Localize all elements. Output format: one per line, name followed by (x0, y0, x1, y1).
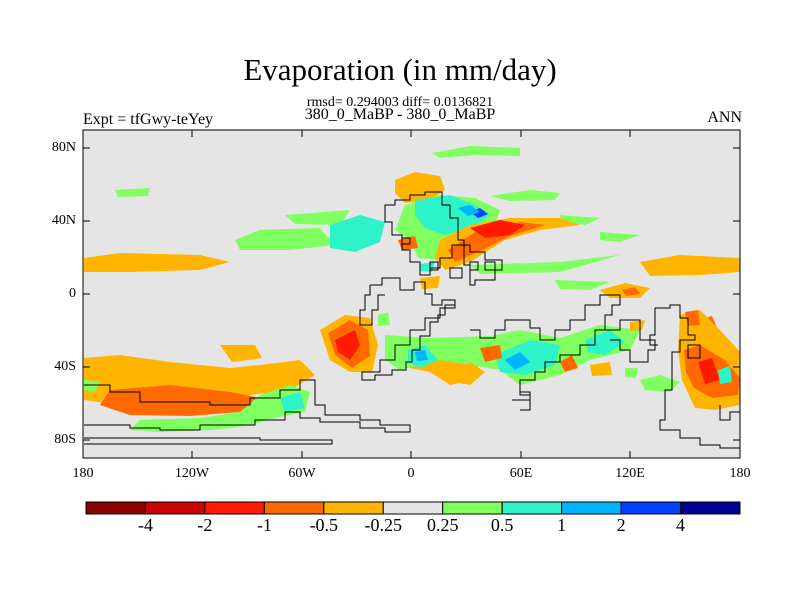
coastline (84, 437, 333, 445)
colorbar-tick-label: 4 (676, 515, 686, 535)
dark-orange-region (398, 236, 418, 250)
coastline (605, 319, 656, 363)
cyan-region (718, 366, 732, 384)
cyan-region (280, 392, 305, 412)
dark-orange-region (480, 345, 502, 362)
red-region (335, 330, 360, 360)
longitude-ticks (191, 130, 631, 458)
light-blue-region (415, 350, 428, 361)
lon-label-60w: 60W (288, 466, 316, 481)
orange-region (455, 362, 485, 385)
green-region (432, 146, 520, 158)
green-region (490, 190, 560, 201)
lon-label-60e: 60E (509, 466, 533, 481)
green-region (115, 188, 150, 197)
orange-region (84, 253, 230, 272)
colorbar-swatch (382, 501, 444, 515)
colorbar-tick-label: -2 (197, 515, 213, 535)
lat-label-40s: 40S (54, 359, 76, 374)
orange-region (640, 255, 740, 276)
green-region (378, 312, 390, 326)
coastline (84, 379, 411, 433)
coastline (470, 319, 515, 339)
colorbar-tick-label: -0.25 (364, 515, 403, 535)
colorbar-tick-label: 0.25 (426, 515, 459, 535)
coastline (384, 191, 503, 286)
map-title: Evaporation (in mm/day) (243, 52, 557, 87)
colorbar-tick-label: -1 (256, 515, 272, 535)
coastline (687, 344, 701, 359)
case-pair-label: 380_0_MaBP - 380_0_MaBP (304, 106, 496, 123)
green-region (625, 368, 638, 378)
light-blue-region (505, 352, 530, 370)
colorbar-swatch (85, 501, 146, 515)
colorbar-tick-label: 1 (557, 515, 567, 535)
lat-label-80n: 80N (51, 140, 76, 155)
colorbar (85, 501, 741, 515)
lat-label-40n: 40N (51, 213, 76, 228)
dark-orange-region (685, 310, 700, 326)
coastline (429, 261, 439, 271)
colorbar-swatch (620, 501, 682, 515)
green-region (470, 255, 620, 274)
coastline (719, 405, 740, 421)
red-region (698, 358, 720, 384)
lat-label-0: 0 (69, 286, 76, 301)
evaporation-field (84, 146, 740, 432)
coastlines (84, 191, 740, 449)
colorbar-tick-label: 0.5 (490, 515, 514, 535)
light-blue-region (458, 205, 480, 216)
experiment-label: Expt = tfGwy-teYey (83, 111, 214, 128)
colorbar-tick-label: -4 (137, 515, 153, 535)
lon-label-180w: 180 (72, 466, 94, 481)
colorbar-tick-label: -0.5 (309, 515, 339, 535)
coastline (401, 237, 411, 245)
colorbar-swatch (680, 501, 741, 515)
lon-label-180e: 180 (729, 466, 751, 481)
colorbar-swatch (561, 501, 622, 515)
orange-region (630, 320, 645, 331)
red-region (470, 220, 525, 238)
coastline (519, 382, 531, 411)
green-region (235, 228, 335, 250)
orange-region (435, 218, 580, 270)
coastline (449, 267, 463, 279)
dark-orange-region (622, 287, 640, 296)
lat-label-80s: 80S (54, 432, 76, 447)
stats-line: rmsd= 0.294003 diff= 0.0136821 (306, 95, 494, 110)
coastline (469, 261, 479, 271)
colorbar-swatch (144, 501, 206, 515)
orange-region (220, 345, 262, 362)
colorbar-tick-label: 2 (616, 515, 626, 535)
coastline (512, 294, 621, 401)
colorbar-swatch (442, 501, 503, 515)
coastline (649, 308, 658, 346)
lon-label-120e: 120E (615, 466, 645, 481)
green-region (555, 280, 610, 290)
colorbar-swatch (323, 501, 384, 515)
green-region (600, 232, 640, 242)
colorbar-swatch (263, 501, 325, 515)
latitude-ticks (83, 147, 740, 441)
green-region (640, 375, 680, 392)
green-region (84, 380, 100, 392)
orange-region (590, 362, 612, 376)
colorbar-swatch (501, 501, 563, 515)
season-label: ANN (707, 109, 742, 126)
dark-orange-region (560, 355, 578, 372)
green-region (285, 210, 350, 225)
colorbar-swatch (204, 501, 265, 515)
orange-region (395, 172, 445, 203)
cyan-region (330, 215, 385, 252)
coastline (361, 277, 456, 381)
lon-label-0: 0 (407, 466, 415, 481)
coastline (484, 261, 496, 271)
coastline (359, 285, 385, 326)
lon-label-120w: 120W (174, 466, 210, 481)
coastline (655, 304, 740, 449)
